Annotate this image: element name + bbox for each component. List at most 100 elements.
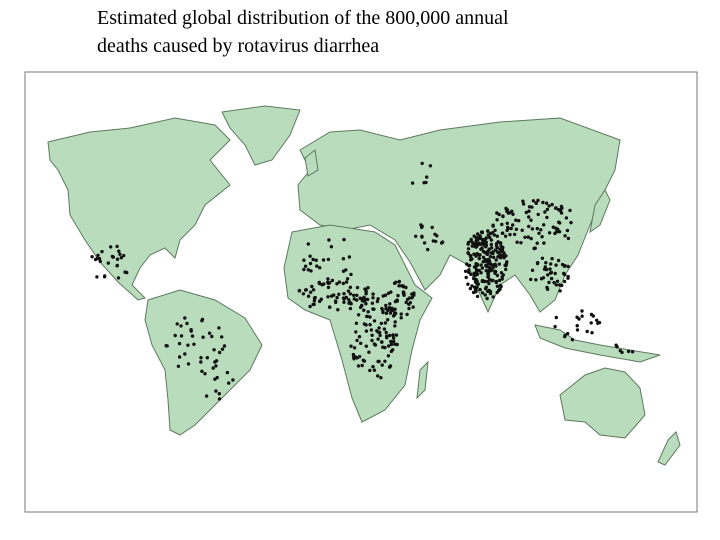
death-marker — [387, 305, 392, 310]
death-marker — [498, 256, 503, 260]
death-marker — [306, 242, 310, 246]
death-marker — [488, 235, 492, 240]
death-marker — [590, 331, 594, 335]
death-marker — [395, 298, 399, 302]
death-marker — [529, 277, 533, 282]
death-marker — [95, 256, 100, 260]
death-marker — [489, 238, 494, 242]
death-marker — [397, 279, 401, 284]
death-marker — [366, 310, 370, 314]
death-marker — [217, 392, 221, 396]
death-marker — [512, 232, 517, 237]
death-marker — [500, 247, 504, 251]
death-marker — [580, 309, 584, 313]
death-marker — [559, 211, 564, 215]
death-marker — [402, 293, 406, 297]
death-marker — [205, 356, 209, 360]
death-marker — [342, 300, 346, 304]
death-marker — [549, 262, 553, 266]
death-marker — [495, 284, 500, 288]
death-marker — [393, 324, 397, 328]
death-marker — [553, 271, 557, 276]
death-marker — [491, 255, 496, 259]
death-marker — [563, 272, 567, 277]
death-marker — [211, 366, 215, 370]
death-marker — [550, 257, 554, 261]
death-marker — [495, 211, 499, 215]
death-marker — [508, 232, 512, 237]
death-marker — [348, 285, 353, 289]
death-marker — [558, 289, 562, 293]
death-marker — [531, 199, 536, 203]
death-marker — [368, 323, 372, 327]
death-marker — [395, 342, 399, 347]
death-marker — [486, 233, 490, 237]
death-marker — [207, 331, 212, 335]
death-marker — [431, 239, 435, 243]
death-marker — [384, 330, 388, 335]
death-marker — [433, 232, 437, 236]
death-marker — [554, 283, 558, 287]
death-marker — [311, 302, 315, 307]
death-marker — [563, 234, 567, 238]
death-marker — [122, 253, 126, 258]
death-marker — [430, 225, 434, 230]
death-marker — [386, 318, 390, 322]
death-marker — [523, 235, 527, 239]
death-marker — [414, 234, 418, 238]
death-marker — [355, 293, 359, 297]
death-marker — [357, 354, 362, 359]
death-marker — [383, 321, 388, 325]
death-marker — [376, 374, 380, 378]
death-marker — [440, 240, 445, 244]
death-marker — [379, 376, 383, 380]
death-marker — [311, 257, 315, 262]
death-marker — [536, 198, 540, 203]
death-marker — [495, 234, 499, 238]
death-marker — [309, 269, 313, 273]
death-marker — [545, 215, 549, 220]
death-marker — [354, 330, 358, 334]
death-marker — [365, 314, 369, 319]
death-marker — [497, 278, 502, 283]
death-marker — [474, 268, 479, 272]
death-marker — [626, 349, 631, 354]
death-marker — [475, 279, 479, 283]
death-marker — [376, 359, 380, 364]
death-marker — [529, 218, 533, 222]
death-marker — [470, 244, 474, 248]
death-marker — [383, 345, 387, 350]
death-marker — [371, 292, 375, 296]
death-marker — [347, 298, 351, 302]
death-marker — [495, 218, 499, 222]
death-marker — [558, 221, 562, 225]
death-marker — [575, 328, 580, 332]
death-marker — [420, 161, 424, 166]
death-marker — [381, 310, 385, 315]
death-marker — [308, 254, 312, 258]
death-marker — [486, 229, 490, 233]
death-marker — [485, 263, 489, 267]
death-marker — [348, 292, 353, 296]
death-marker — [204, 394, 209, 398]
death-marker — [364, 292, 368, 296]
death-marker — [227, 381, 231, 385]
death-marker — [471, 241, 475, 245]
death-marker — [349, 344, 353, 348]
death-marker — [115, 257, 120, 261]
death-marker — [527, 215, 531, 219]
death-marker — [467, 263, 472, 268]
death-marker — [569, 220, 573, 225]
death-marker — [563, 333, 567, 338]
death-marker — [387, 344, 391, 348]
death-marker — [425, 175, 429, 179]
japan — [589, 189, 611, 234]
death-marker — [546, 273, 550, 277]
death-marker — [470, 284, 474, 288]
death-marker — [231, 378, 235, 382]
death-marker — [386, 308, 390, 313]
death-marker — [484, 236, 488, 240]
death-marker — [364, 288, 368, 292]
death-marker — [217, 350, 222, 355]
death-marker — [589, 321, 593, 325]
